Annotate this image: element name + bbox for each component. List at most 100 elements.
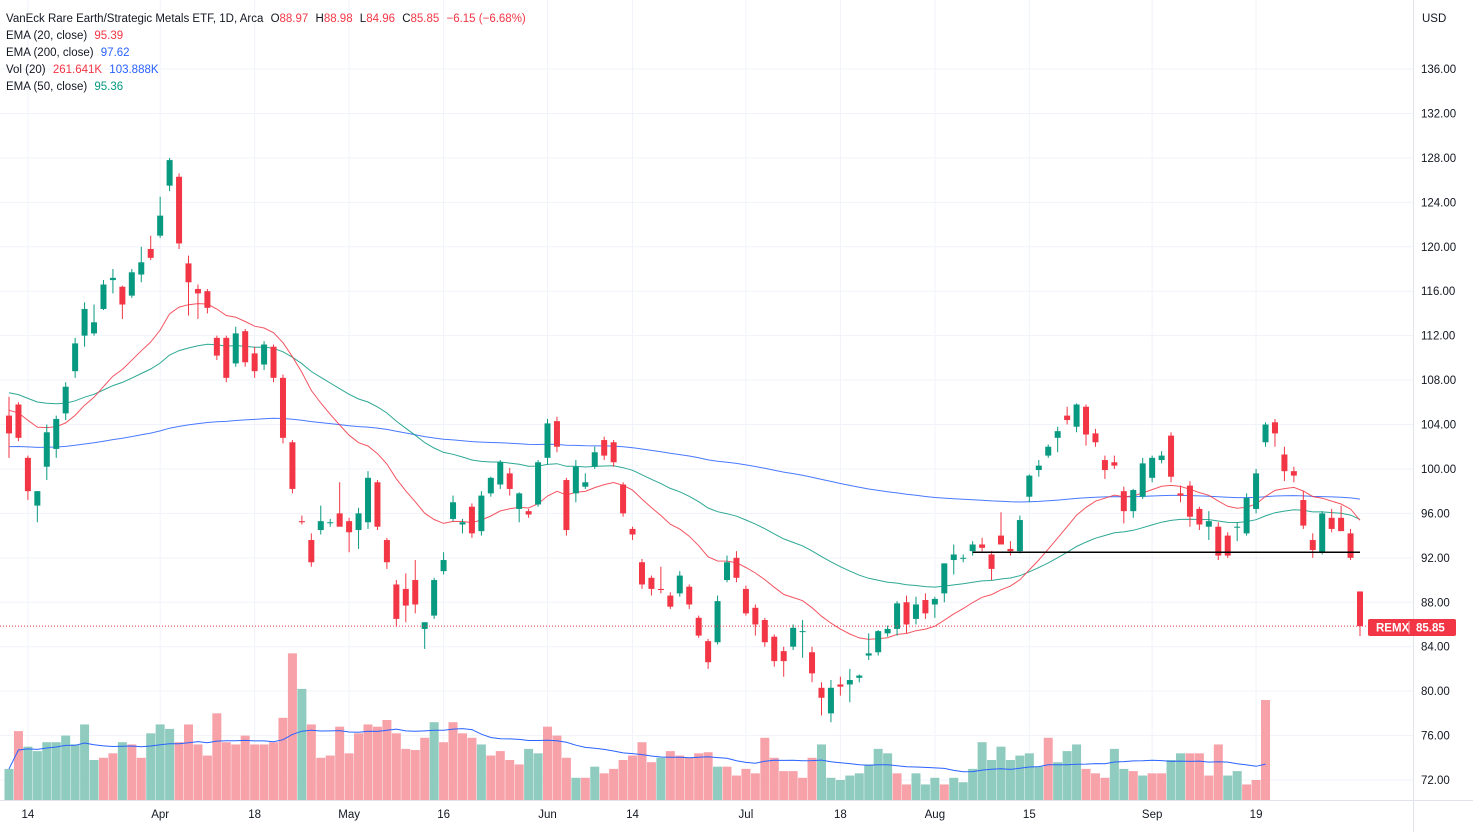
price-axis[interactable]: USD 72.00 76.00 80.00 84.00 88.00 92.00 96.00 1…	[1421, 13, 1456, 787]
ohlc-row[interactable]: VanEck Rare Earth/Strategic Metals ETF, …	[6, 11, 526, 28]
candle-body	[525, 511, 532, 515]
candle-body	[1319, 513, 1326, 553]
ema20-row[interactable]: EMA (20, close) 95.39	[6, 28, 526, 45]
candle-body	[383, 540, 390, 563]
volume-bar	[713, 766, 723, 800]
candle	[204, 288, 211, 314]
candle-body	[856, 675, 863, 678]
candle	[1083, 404, 1090, 446]
candle-body	[1234, 526, 1241, 528]
candle	[109, 268, 116, 294]
candle-body	[516, 493, 523, 509]
candle-body	[365, 477, 372, 523]
price-tick-label: 104.00	[1421, 420, 1456, 432]
candle-body	[487, 477, 494, 494]
candle-body	[336, 513, 343, 527]
candle-body	[686, 586, 693, 605]
candle	[1120, 486, 1127, 524]
ema200-label[interactable]: EMA (200, close)	[6, 47, 94, 59]
volume-bar	[108, 753, 118, 800]
candle	[988, 551, 995, 581]
candle-body	[1253, 473, 1260, 509]
candle	[166, 157, 173, 192]
ema20-label[interactable]: EMA (20, close)	[6, 30, 88, 42]
candle	[213, 335, 220, 361]
candle	[572, 460, 579, 503]
candle	[638, 558, 645, 589]
price-tick-label: 116.00	[1421, 286, 1455, 298]
volume-bar	[1232, 771, 1242, 800]
price-tick-label: 128.00	[1421, 153, 1456, 165]
volume-bar	[835, 780, 845, 800]
volume-bar	[665, 751, 675, 800]
price-tick-label: 112.00	[1421, 331, 1455, 343]
ema50-row[interactable]: EMA (50, close) 95.36	[6, 79, 526, 96]
symbol-title[interactable]: VanEck Rare Earth/Strategic Metals ETF, …	[6, 13, 264, 25]
candle	[1139, 457, 1146, 499]
candle	[261, 341, 268, 371]
volume-bar	[1175, 753, 1185, 800]
candle-body	[572, 466, 579, 494]
price-tick-label: 76.00	[1421, 731, 1450, 743]
candle	[365, 471, 372, 529]
ema50-label[interactable]: EMA (50, close)	[6, 81, 88, 93]
candle	[1243, 493, 1250, 536]
candle	[1045, 444, 1052, 458]
candle-body	[185, 263, 192, 283]
candle-body	[648, 577, 655, 589]
candle-body	[1186, 485, 1193, 517]
candle	[336, 482, 343, 527]
volume-bar	[240, 735, 250, 800]
volume-bar	[297, 688, 307, 800]
candle-body	[752, 607, 759, 625]
candle	[799, 620, 806, 658]
time-tick-label: 14	[21, 809, 34, 821]
candle-body	[733, 557, 740, 578]
volume-bar	[457, 733, 467, 800]
time-axis[interactable]: 14 Apr 18 May 16 Jun 14 Jul 18 Aug 15 Sep 19	[21, 809, 1262, 821]
candle-body	[1007, 548, 1014, 552]
candle	[1338, 505, 1345, 532]
candle	[34, 491, 41, 523]
candle	[997, 512, 1004, 545]
candle	[941, 563, 948, 603]
candle-body	[742, 588, 749, 614]
volume-bar	[864, 764, 874, 800]
volume-bar	[561, 757, 571, 800]
ema20-line	[8, 303, 1361, 640]
candle	[119, 285, 126, 319]
candle-body	[875, 631, 882, 653]
volume-bar	[807, 757, 817, 800]
volume-bar	[1213, 744, 1223, 800]
candle-body	[1290, 471, 1297, 476]
candle	[1101, 455, 1108, 479]
ema200-row[interactable]: EMA (200, close) 97.62	[6, 45, 526, 62]
candle	[1224, 532, 1231, 558]
volume-bar	[760, 737, 770, 800]
candle	[185, 255, 192, 316]
volume-bar	[996, 746, 1006, 800]
candle-body	[563, 480, 570, 531]
candle-body	[865, 653, 872, 656]
candle	[1347, 528, 1354, 561]
time-tick-label: Aug	[925, 809, 945, 821]
candle	[620, 482, 627, 517]
volume-bar	[287, 653, 297, 800]
price-tick-label: 124.00	[1421, 197, 1456, 209]
candle-body	[582, 482, 589, 487]
candle	[91, 304, 98, 336]
candle-body	[138, 262, 145, 275]
volume-bar	[155, 724, 165, 800]
volume-bar	[354, 733, 364, 800]
volume-row[interactable]: Vol (20) 261.641K 103.888K	[6, 62, 526, 79]
candle	[15, 402, 22, 442]
volume-label[interactable]: Vol (20)	[6, 64, 46, 76]
volume-bar	[505, 760, 515, 800]
candle-body	[676, 575, 683, 594]
candle-body	[535, 462, 542, 505]
volume-bar	[1204, 775, 1214, 800]
price-tick-label: 92.00	[1421, 553, 1450, 565]
volume-bar	[599, 773, 609, 800]
time-tick-label: 14	[626, 809, 639, 821]
